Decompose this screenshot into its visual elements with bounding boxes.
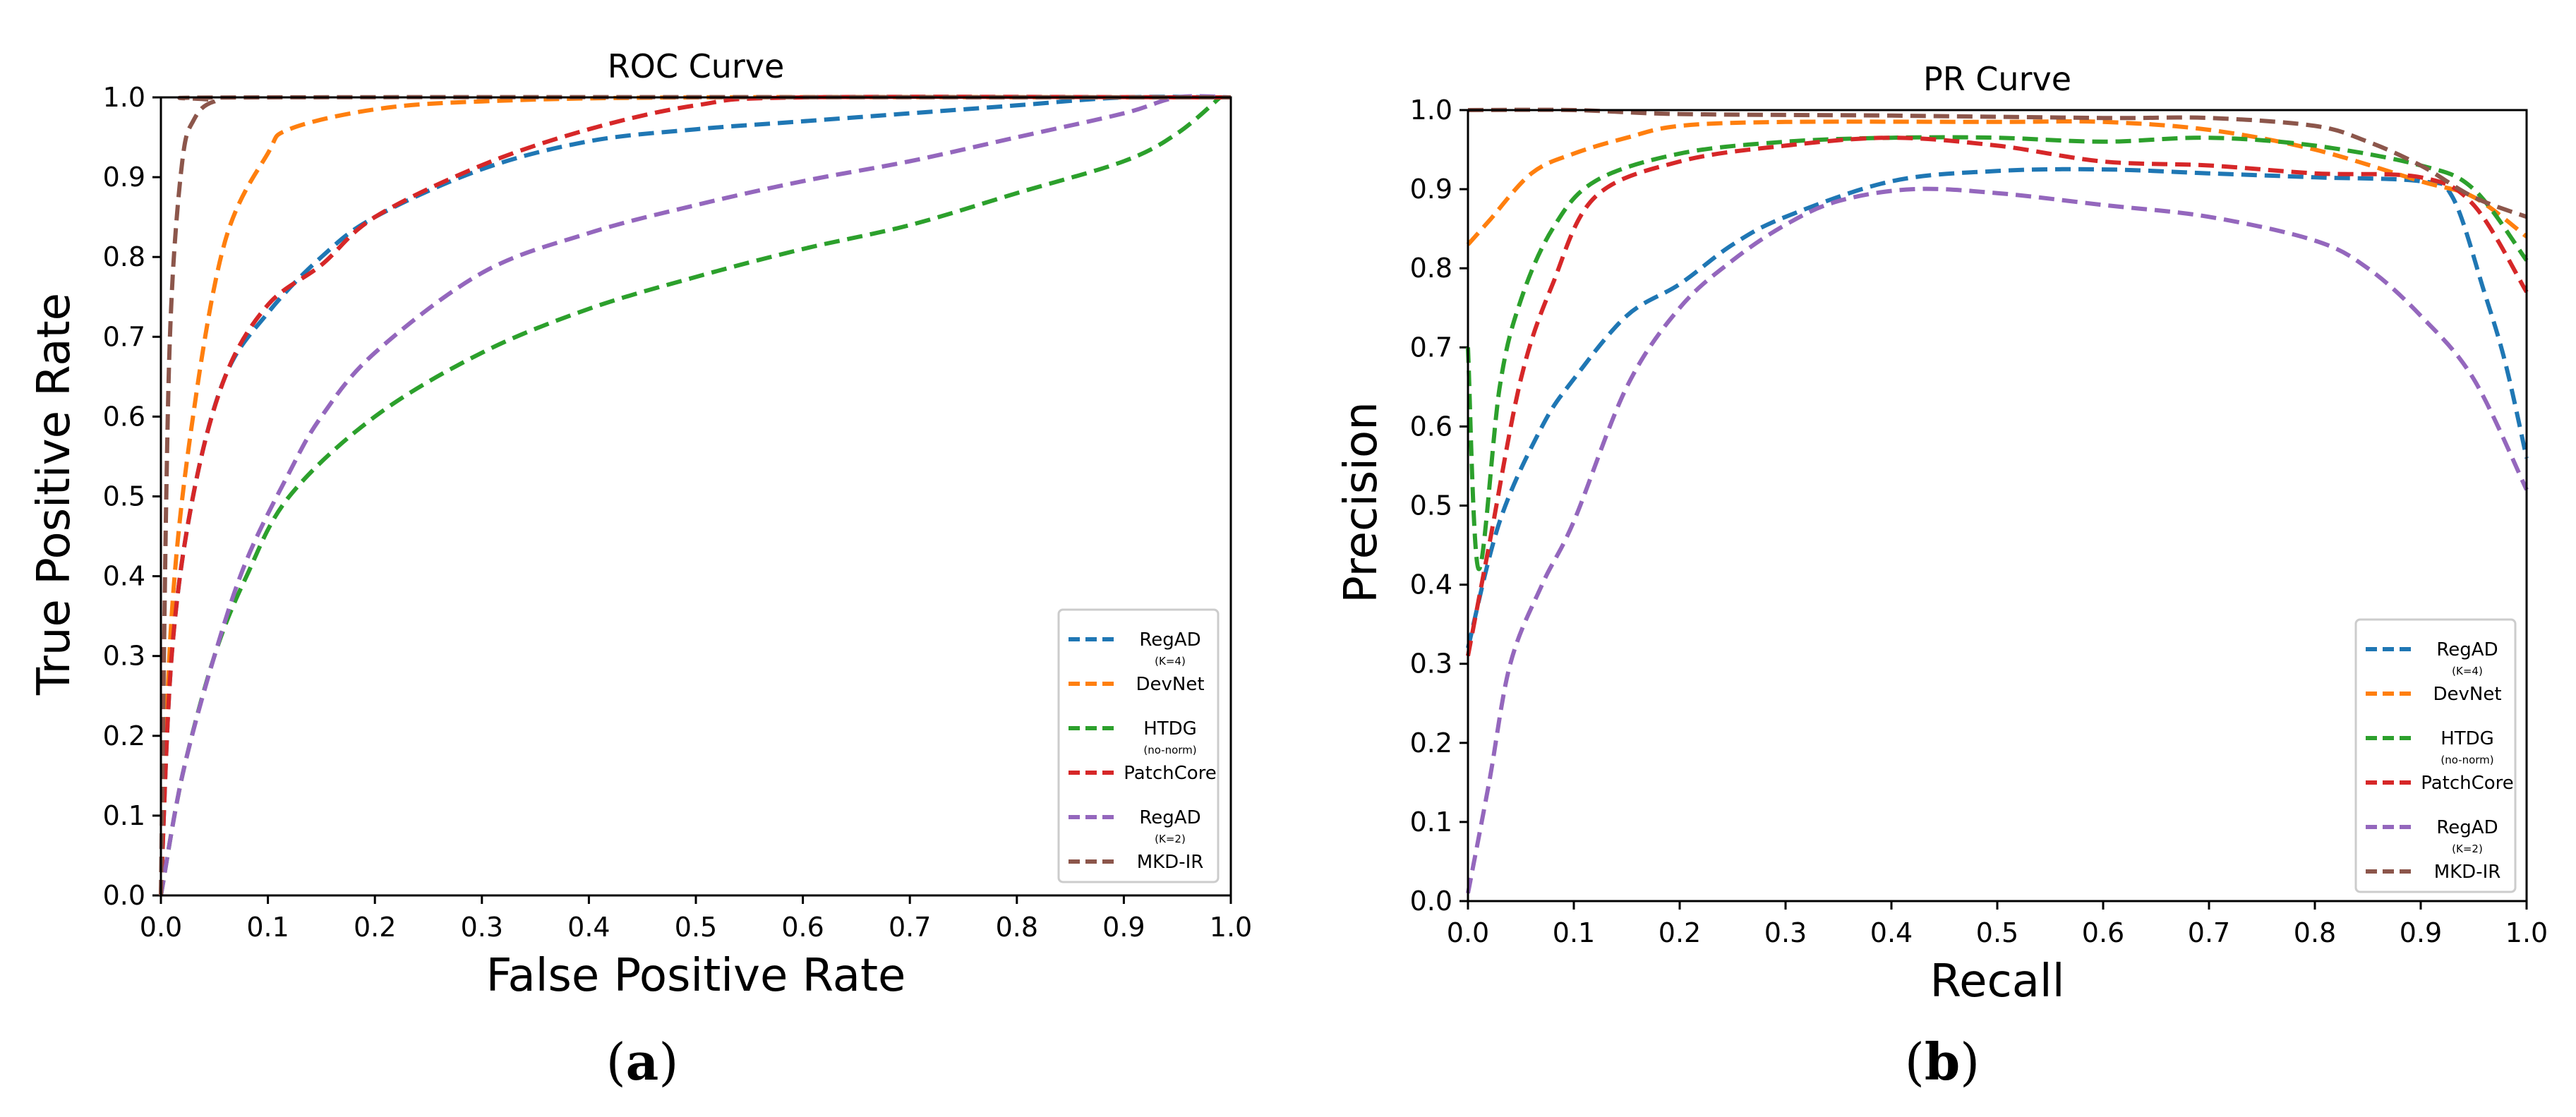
- roc-legend-label-regad-k4: RegAD: [1139, 629, 1200, 651]
- roc-x-tick-label: 0.3: [461, 912, 503, 943]
- roc-x-tick-label: 0.5: [675, 912, 717, 943]
- pr-plot-frame: [1467, 109, 2528, 902]
- pr-line-devnet: [1466, 119, 2528, 246]
- pr-panel-letter: b: [1925, 1032, 1960, 1092]
- roc-line-htdg: [159, 95, 1222, 896]
- pr-y-tick-label: 0.6: [1410, 411, 1452, 442]
- roc-plot-frame: [160, 96, 1232, 897]
- roc-panel-label: (a): [606, 1032, 679, 1092]
- pr-legend: RegAD (K=4) DevNet HTDG (no-norm) PatchCore Re…: [2354, 618, 2517, 893]
- pr-x-tick-label: 0.6: [2082, 917, 2124, 948]
- pr-legend-box: [2354, 618, 2517, 893]
- roc-y-tick-label: 0.7: [103, 321, 145, 352]
- roc-line-devnet: [159, 95, 1232, 896]
- pr-x-tick-label: 0.2: [1659, 917, 1701, 948]
- roc-chart: ROC Curve 0.0 0.1 0.2 0.3 0.4 0.5 0.6 0.7 0.8 0.9…: [28, 47, 1252, 1092]
- pr-x-tick-label: 0.5: [1976, 917, 2018, 948]
- roc-series: [159, 94, 1232, 896]
- roc-x-tick-label: 0.6: [781, 912, 824, 943]
- pr-y-tick-label: 0.8: [1410, 253, 1452, 284]
- pr-legend-sublabel-htdg: (no-norm): [2440, 754, 2493, 766]
- pr-legend-label-devnet: DevNet: [2433, 684, 2501, 705]
- roc-legend: RegAD (K=4) DevNet HTDG (no-norm) PatchCore Re…: [1057, 608, 1220, 883]
- roc-y-tick-label: 0.9: [103, 162, 145, 193]
- roc-x-tick-label: 0.8: [996, 912, 1038, 943]
- pr-y-tick-label: 0.7: [1410, 332, 1452, 363]
- pr-chart: PR Curve 0.0 0.1 0.2 0.3 0.4 0.5 0.6 0.7 0.8 0.9 1…: [1335, 60, 2548, 1092]
- pr-y-axis-label: Precision: [1335, 401, 1388, 603]
- roc-line-regad-k2: [159, 94, 1232, 896]
- pr-line-htdg: [1466, 135, 2529, 572]
- roc-y-tick-label: 0.1: [103, 800, 145, 831]
- pr-line-regad-k4: [1466, 167, 2529, 649]
- roc-legend-label-htdg: HTDG: [1143, 718, 1197, 739]
- roc-x-tick-label: 0.7: [889, 912, 931, 943]
- pr-x-tick-label: 0.4: [1870, 917, 1913, 948]
- pr-line-patchcore: [1466, 135, 2529, 657]
- pr-x-tick-label: 0.3: [1764, 917, 1807, 948]
- pr-y-tick-label: 0.4: [1410, 569, 1452, 600]
- pr-x-tick-label: 0.7: [2188, 917, 2230, 948]
- roc-panel-letter: a: [626, 1032, 659, 1092]
- roc-line-mkd-ir: [159, 95, 1232, 896]
- roc-legend-sublabel-regad-k2: (K=2): [1155, 833, 1186, 845]
- roc-x-tick-label: 0.0: [140, 912, 182, 943]
- pr-x-tick-label: 0.1: [1553, 917, 1595, 948]
- pr-legend-label-regad-k2: RegAD: [2436, 817, 2498, 838]
- roc-legend-sublabel-regad-k4: (K=4): [1155, 655, 1186, 668]
- pr-legend-label-mkd-ir: MKD-IR: [2434, 862, 2501, 883]
- roc-legend-label-patchcore: PatchCore: [1124, 763, 1217, 784]
- roc-x-tick-label: 1.0: [1210, 912, 1252, 943]
- pr-x-axis-label: Recall: [1930, 955, 2065, 1008]
- roc-x-tick-label: 0.4: [567, 912, 610, 943]
- pr-y-tick-label: 0.1: [1410, 807, 1452, 838]
- roc-y-tick-label: 0.0: [103, 880, 145, 911]
- pr-line-regad-k2: [1466, 186, 2529, 894]
- roc-y-tick-label: 0.3: [103, 641, 145, 672]
- pr-y-tick-label: 1.0: [1410, 95, 1452, 126]
- roc-y-tick-label: 0.2: [103, 720, 145, 751]
- roc-legend-label-devnet: DevNet: [1136, 674, 1204, 695]
- pr-legend-sublabel-regad-k2: (K=2): [2452, 843, 2483, 855]
- pr-panel-label: (b): [1905, 1032, 1980, 1092]
- roc-tick-labels: 0.0 0.1 0.2 0.3 0.4 0.5 0.6 0.7 0.8 0.9 1.0 0.0 0.1 0…: [103, 82, 1253, 943]
- roc-legend-sublabel-htdg: (no-norm): [1143, 744, 1196, 756]
- roc-legend-box: [1057, 608, 1220, 883]
- roc-legend-label-regad-k2: RegAD: [1139, 807, 1200, 828]
- roc-legend-label-mkd-ir: MKD-IR: [1137, 852, 1204, 873]
- roc-y-tick-label: 0.4: [103, 561, 145, 592]
- roc-y-axis-label: True Positive Rate: [28, 293, 80, 696]
- pr-title: PR Curve: [1923, 60, 2071, 98]
- roc-x-tick-label: 0.9: [1102, 912, 1145, 943]
- pr-legend-label-patchcore: PatchCore: [2421, 773, 2514, 794]
- roc-y-tick-label: 0.8: [103, 241, 145, 272]
- roc-title: ROC Curve: [608, 47, 785, 85]
- roc-x-axis-label: False Positive Rate: [486, 950, 906, 1002]
- pr-y-tick-label: 0.2: [1410, 727, 1452, 759]
- roc-line-patchcore: [159, 95, 1232, 896]
- pr-legend-label-htdg: HTDG: [2440, 728, 2494, 749]
- pr-tick-labels: 0.0 0.1 0.2 0.3 0.4 0.5 0.6 0.7 0.8 0.9 1.0 0.0 0.1 0…: [1410, 95, 2548, 948]
- roc-y-tick-label: 0.5: [103, 481, 145, 512]
- pr-legend-sublabel-regad-k4: (K=4): [2452, 665, 2483, 677]
- pr-x-tick-label: 0.9: [2400, 917, 2442, 948]
- pr-legend-label-regad-k4: RegAD: [2436, 639, 2498, 660]
- pr-x-tick-label: 0.8: [2294, 917, 2336, 948]
- pr-series: [1466, 107, 2529, 894]
- pr-line-mkd-ir: [1467, 107, 2528, 219]
- pr-x-tick-label: 1.0: [2505, 917, 2548, 948]
- pr-y-tick-label: 0.5: [1410, 490, 1452, 521]
- pr-y-tick-label: 0.9: [1410, 174, 1452, 205]
- roc-y-tick-label: 1.0: [103, 82, 145, 113]
- pr-y-tick-label: 0.3: [1410, 648, 1452, 680]
- pr-y-tick-label: 0.0: [1410, 886, 1452, 917]
- roc-y-tick-label: 0.6: [103, 401, 145, 432]
- roc-x-tick-label: 0.2: [354, 912, 396, 943]
- roc-x-tick-label: 0.1: [246, 912, 289, 943]
- pr-x-tick-label: 0.0: [1447, 917, 1489, 948]
